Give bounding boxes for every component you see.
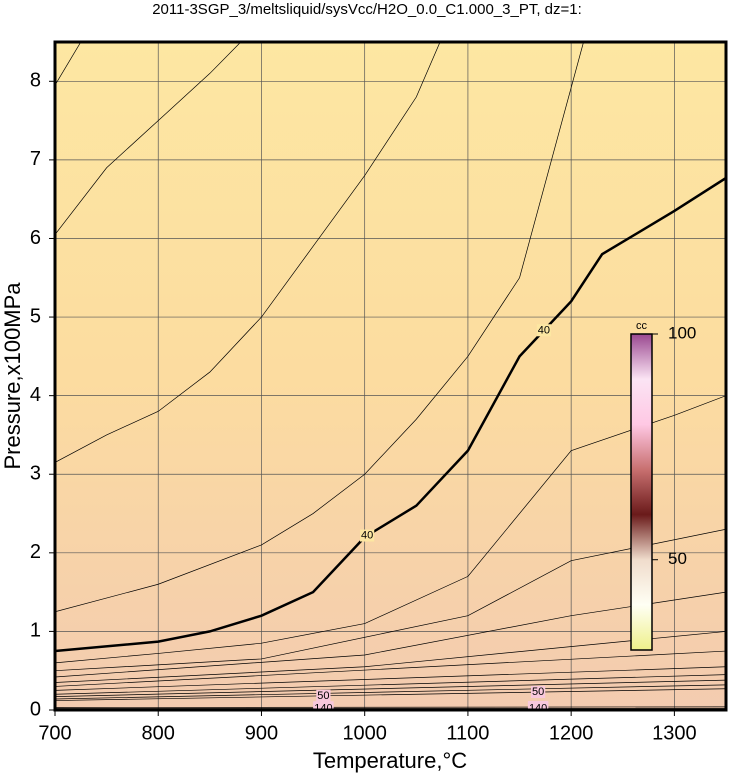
y-tick-label: 5: [30, 305, 41, 327]
contour-label: 140: [314, 702, 332, 714]
y-tick-label: 7: [30, 148, 41, 170]
contour-label-bg: [527, 702, 549, 710]
x-tick-label: 700: [38, 722, 71, 744]
contour-line: [55, 395, 726, 664]
y-tick-label: 1: [30, 620, 41, 642]
x-tick-label: 800: [142, 722, 175, 744]
contour-label: 140: [529, 702, 547, 714]
contour-label-bg: [536, 324, 552, 337]
chart-title: 2011-3SGP_3/meltsliquid/sysVcc/H2O_0.0_C…: [152, 1, 582, 18]
y-tick-label: 2: [30, 541, 41, 563]
contour-label-bg: [530, 685, 546, 698]
contour-line: [55, 650, 726, 687]
y-tick-label: 3: [30, 463, 41, 485]
x-tick-label: 1100: [446, 722, 489, 744]
contour-line: [55, 688, 726, 701]
colorbar-tick-label: 100: [668, 323, 696, 342]
contour-line: [55, 42, 584, 613]
x-tick-label: 900: [245, 722, 278, 744]
y-tick-label: 4: [30, 384, 41, 406]
contour-line: [55, 42, 82, 86]
contour-line: [55, 674, 726, 695]
x-tick-label: 1000: [342, 722, 387, 744]
contour-label-bg: [316, 689, 331, 702]
contour-line: [55, 176, 726, 653]
x-tick-label: 1200: [549, 722, 594, 744]
contour-line: [55, 679, 726, 697]
contour-line: [55, 42, 242, 235]
contour-line: [55, 631, 726, 683]
contour-label: 40: [361, 530, 373, 542]
contour-label-bg: [359, 529, 375, 542]
contour-label: 40: [538, 324, 550, 336]
x-tick-label: 1300: [652, 722, 697, 744]
contours: 40405050120120140140: [55, 42, 726, 714]
y-tick-label: 6: [30, 227, 41, 249]
contour-line: [55, 42, 441, 463]
contour-line: [55, 666, 726, 691]
colorbar-label: cc: [636, 320, 648, 332]
contour-line: [55, 528, 726, 672]
y-axis-title: Pressure,x100MPa: [0, 282, 25, 470]
y-tick-label: 8: [30, 70, 41, 92]
plot-background: [55, 42, 726, 710]
contour-label: 50: [532, 686, 544, 698]
x-axis-title: Temperature,°C: [313, 748, 467, 773]
contour-label: 50: [317, 690, 329, 702]
y-tick-label: 0: [30, 698, 41, 720]
plot-frame: [53, 40, 728, 712]
contour-label-bg: [313, 702, 334, 710]
colorbar: [630, 333, 653, 651]
contour-line: [55, 684, 726, 700]
colorbar-tick-label: 50: [668, 549, 687, 568]
contour-line: [55, 706, 726, 708]
